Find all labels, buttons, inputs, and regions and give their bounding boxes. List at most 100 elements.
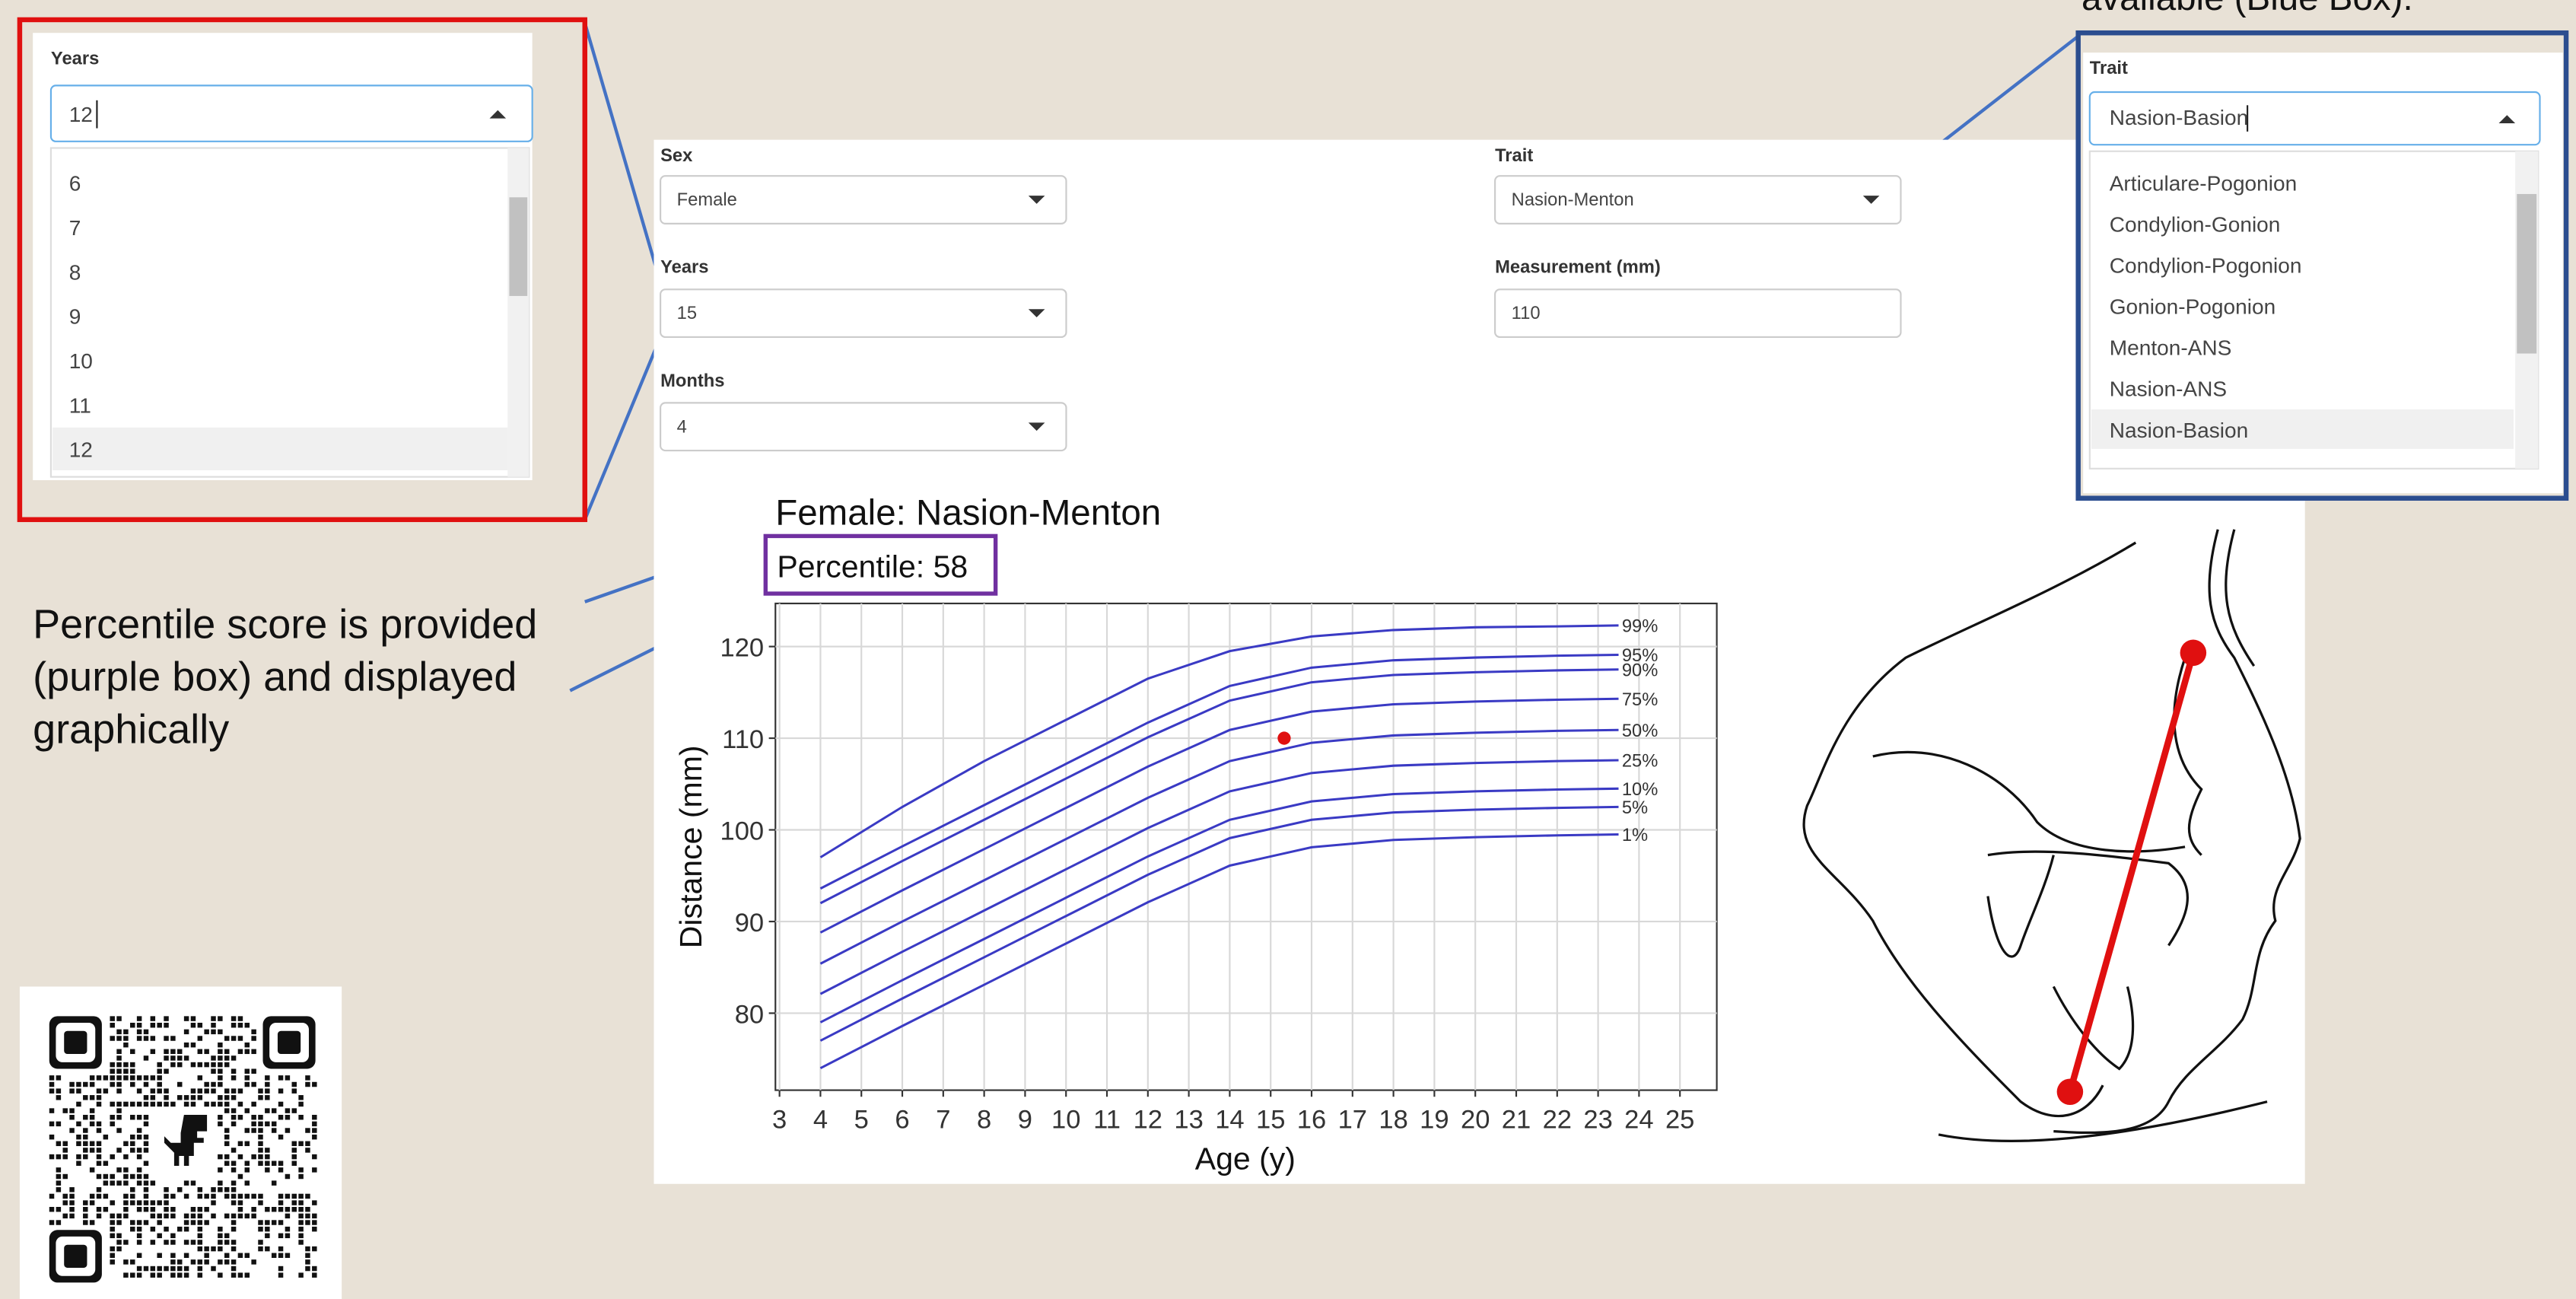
- years-option[interactable]: 12: [69, 438, 93, 462]
- qr-dot: [211, 1187, 215, 1192]
- qr-dot: [231, 1088, 236, 1093]
- trait-option[interactable]: Menton-ANS: [2110, 336, 2232, 360]
- x-tick-label: 19: [1420, 1105, 1449, 1134]
- qr-dot: [251, 1194, 256, 1199]
- qr-dot: [103, 1194, 108, 1199]
- qr-dot: [278, 1167, 283, 1172]
- qr-dot: [285, 1115, 290, 1119]
- qr-dot: [76, 1088, 81, 1093]
- qr-dot: [90, 1220, 94, 1224]
- qr-dot: [144, 1030, 148, 1034]
- qr-dot: [144, 1141, 148, 1146]
- x-tick-label: 14: [1215, 1105, 1244, 1134]
- qr-dot: [231, 1148, 236, 1152]
- qr-dot: [238, 1154, 243, 1159]
- years-option[interactable]: 8: [69, 260, 81, 284]
- qr-dot: [198, 1095, 202, 1100]
- qr-dot: [238, 1253, 243, 1257]
- qr-dot: [177, 1259, 182, 1264]
- qr-dot: [231, 1108, 236, 1113]
- trait-option[interactable]: Nasion-Basion: [2110, 419, 2249, 442]
- years-option[interactable]: 9: [69, 305, 81, 329]
- qr-dot: [56, 1088, 61, 1093]
- qr-dot: [198, 1220, 202, 1224]
- measurement-label: Measurement (mm): [1495, 257, 1661, 278]
- x-tick-label: 16: [1297, 1105, 1326, 1134]
- curve-label: 75%: [1622, 689, 1658, 710]
- qr-dot: [238, 1141, 243, 1146]
- years-select[interactable]: [660, 289, 1066, 337]
- qr-dot: [177, 1227, 182, 1231]
- measurement-input[interactable]: [1495, 289, 1900, 337]
- trait-option[interactable]: Condylion-Pogonion: [2110, 254, 2302, 278]
- qr-dot: [69, 1194, 74, 1199]
- qr-dot: [90, 1082, 94, 1087]
- qr-dot: [204, 1082, 208, 1087]
- years-search[interactable]: [51, 85, 533, 141]
- qr-dot: [137, 1220, 142, 1224]
- qr-dot: [130, 1227, 135, 1231]
- qr-dot: [116, 1068, 121, 1073]
- qr-dot: [184, 1227, 189, 1231]
- qr-dot: [144, 1266, 148, 1271]
- qr-dot: [157, 1075, 161, 1080]
- qr-dot: [123, 1062, 128, 1067]
- qr-dot: [123, 1200, 128, 1205]
- trait-dropdown-label: Trait: [2090, 58, 2128, 78]
- qr-dot: [198, 1259, 202, 1264]
- qr-dot: [191, 1043, 196, 1047]
- qr-dot: [251, 1115, 256, 1119]
- qr-dot: [116, 1180, 121, 1185]
- qr-dot: [292, 1148, 297, 1152]
- years-option[interactable]: 7: [69, 216, 81, 240]
- qr-dot: [164, 1207, 168, 1211]
- qr-dot: [231, 1122, 236, 1126]
- qr-dot: [238, 1200, 243, 1205]
- qr-dot: [224, 1187, 229, 1192]
- qr-dot: [204, 1102, 208, 1106]
- qr-dot: [83, 1214, 87, 1218]
- qr-dot: [103, 1088, 108, 1093]
- qr-dot: [218, 1068, 222, 1073]
- qr-dot: [218, 1115, 222, 1119]
- qr-dot: [137, 1088, 142, 1093]
- qr-dot: [97, 1161, 101, 1165]
- qr-dot: [56, 1180, 61, 1185]
- qr-dot: [130, 1062, 135, 1067]
- years-option[interactable]: 10: [69, 349, 93, 373]
- qr-dot: [110, 1082, 114, 1087]
- qr-dot: [137, 1272, 142, 1277]
- qr-dot: [123, 1036, 128, 1040]
- qr-dot: [265, 1234, 269, 1238]
- qr-dot: [130, 1115, 135, 1119]
- qr-dot: [177, 1055, 182, 1060]
- trait-option[interactable]: Condylion-Gonion: [2110, 213, 2281, 237]
- qr-dot: [177, 1095, 182, 1100]
- qr-dot: [157, 1253, 161, 1257]
- trait-option[interactable]: Articulare-Pogonion: [2110, 172, 2298, 196]
- qr-dot: [151, 1240, 155, 1244]
- qr-dot: [123, 1259, 128, 1264]
- months-select[interactable]: [660, 403, 1066, 451]
- years-search-value: 12: [69, 103, 93, 126]
- qr-dot: [151, 1088, 155, 1093]
- qr-dot: [224, 1095, 229, 1100]
- qr-dot: [245, 1194, 250, 1199]
- qr-dot: [258, 1115, 262, 1119]
- years-option[interactable]: 6: [69, 172, 81, 196]
- qr-dot: [62, 1194, 67, 1199]
- trait-option[interactable]: Nasion-ANS: [2110, 377, 2227, 401]
- qr-dot: [62, 1154, 67, 1159]
- qr-dot: [238, 1023, 243, 1027]
- qr-dot: [130, 1135, 135, 1139]
- qr-dot: [224, 1240, 229, 1244]
- qr-dot: [211, 1266, 215, 1271]
- qr-dot: [110, 1200, 114, 1205]
- qr-dot: [110, 1062, 114, 1067]
- qr-dot: [251, 1030, 256, 1034]
- years-option[interactable]: 11: [69, 393, 91, 417]
- qr-dot: [272, 1122, 276, 1126]
- y-tick-label: 100: [720, 817, 765, 845]
- qr-dot: [224, 1062, 229, 1067]
- trait-option[interactable]: Gonion-Pogonion: [2110, 295, 2275, 319]
